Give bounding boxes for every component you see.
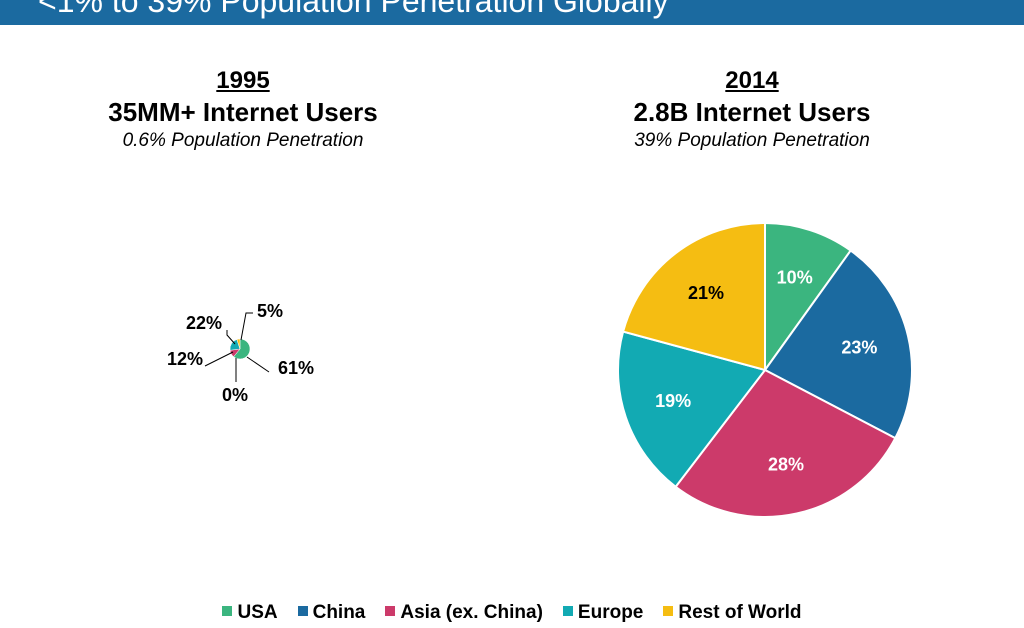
legend-item-europe: Europe <box>562 602 644 624</box>
panel-1995-heading: 1995 35MM+ Internet Users 0.6% Populatio… <box>43 66 443 154</box>
chart-legend: USA China Asia (ex. China) Europe Rest of Wo… <box>0 602 1024 624</box>
header-bar: <1% to 39% Population Penetration Global… <box>0 0 1024 25</box>
legend-label-asia-ex-china: Asia (ex. China) <box>400 602 543 623</box>
panel-2014-heading: 2014 2.8B Internet Users 39% Population … <box>552 66 952 154</box>
year-label-1995: 1995 <box>216 67 270 94</box>
pie-slice-2014-china <box>763 249 913 440</box>
leader-line-1995-rest-of-world <box>240 312 253 341</box>
pie-slice-2014-asia-ex-china <box>674 368 897 518</box>
legend-label-usa: USA <box>237 602 278 623</box>
pie-slice-2014-usa <box>764 221 853 374</box>
data-label-2014-europe: 19% <box>655 391 691 411</box>
chart-title-1995: 35MM+ Internet Users <box>108 97 378 127</box>
leader-line-1995-europe <box>226 330 236 345</box>
leader-line-1995-usa <box>246 356 270 373</box>
data-label-2014-asia-ex-china: 28% <box>768 455 804 475</box>
data-label-1995-rest-of-world: 5% <box>257 301 283 321</box>
data-label-1995-usa: 61% <box>278 358 314 378</box>
chart-title-2014: 2.8B Internet Users <box>633 97 871 127</box>
legend-swatch-rest-of-world <box>663 606 674 616</box>
legend-item-china: China <box>297 602 366 624</box>
data-label-1995-china: 0% <box>222 385 248 405</box>
page-title: <1% to 39% Population Penetration Global… <box>38 0 669 19</box>
legend-label-china: China <box>312 602 366 623</box>
legend-item-asia-ex-china: Asia (ex. China) <box>385 602 543 624</box>
data-label-2014-usa: 10% <box>777 268 813 288</box>
pie-slice-2014-rest-of-world <box>621 221 766 372</box>
legend-item-rest-of-world: Rest of World <box>663 602 802 624</box>
data-label-2014-rest-of-world: 21% <box>688 283 724 303</box>
pie-slice-1995-rest-of-world <box>236 338 241 350</box>
data-label-2014-china: 23% <box>841 338 877 358</box>
legend-item-usa: USA <box>222 602 278 624</box>
data-label-1995-europe: 22% <box>186 313 222 333</box>
chart-subtitle-1995: 0.6% Population Penetration <box>122 130 364 151</box>
chart-subtitle-2014: 39% Population Penetration <box>634 130 870 151</box>
legend-label-europe: Europe <box>577 602 644 623</box>
legend-swatch-china <box>297 606 308 616</box>
legend-swatch-usa <box>222 606 233 616</box>
legend-label-rest-of-world: Rest of World <box>678 602 802 623</box>
leader-line-1995-asia-ex-china <box>204 351 234 367</box>
legend-swatch-asia-ex-china <box>385 606 396 616</box>
legend-swatch-europe <box>562 606 573 616</box>
year-label-2014: 2014 <box>725 67 779 94</box>
pie-slice-2014-europe <box>617 330 767 489</box>
data-label-1995-asia-ex-china: 12% <box>167 349 203 369</box>
